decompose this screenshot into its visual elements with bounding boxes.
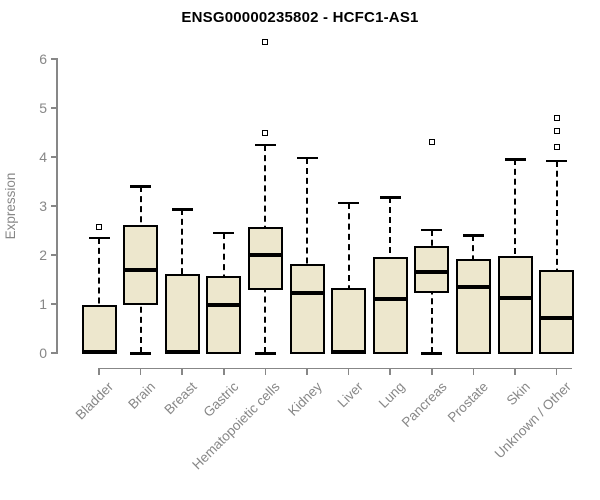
median-line [83,350,115,355]
box [331,288,367,354]
median-line [416,270,448,275]
outlier-point [262,38,269,45]
y-tick [51,254,57,256]
x-tick [555,369,558,375]
box [414,246,450,294]
x-category-label: Pancreas [398,379,450,430]
whisker-cap-high [130,185,152,188]
whisker-cap-high [88,236,110,240]
y-tick-label: 0 [39,345,47,361]
box [497,255,533,354]
x-axis-line [98,367,572,369]
median-line [208,302,240,307]
whisker-cap-high [254,143,276,147]
x-tick [223,369,225,375]
x-tick [264,369,267,375]
y-tick-label: 1 [39,296,47,312]
box [164,273,200,354]
x-tick [98,369,100,375]
whisker-cap-high [504,158,526,161]
x-category-label: Liver [334,379,367,411]
box [455,258,491,354]
y-tick [51,58,57,60]
whisker-cap-low [421,352,443,355]
box [372,256,408,354]
y-tick [51,107,57,109]
x-category-label: Unknown / Other [491,379,575,462]
x-category-label: Breast [161,379,200,418]
outlier-point [428,138,435,145]
whisker-cap-low [130,352,152,355]
box [81,305,117,354]
x-category-label: Kidney [284,379,325,419]
y-tick [51,156,57,158]
chart-title: ENSG00000235802 - HCFC1-AS1 [181,9,419,26]
whisker-cap-low [254,352,276,355]
y-tick-label: 5 [39,100,47,116]
box [206,276,242,354]
median-line [291,291,323,296]
whisker-cap-high [379,196,401,199]
whisker-cap-high [462,234,484,237]
median-line [457,284,489,289]
median-line [166,349,198,354]
median-line [249,253,281,257]
whisker-cap-high [171,208,193,211]
x-category-label: Brain [125,379,159,412]
x-category-label: Bladder [73,379,117,423]
y-axis-line [56,58,58,354]
x-tick [306,369,308,375]
x-category-label: Gastric [200,379,242,420]
median-line [374,297,406,302]
x-tick [347,369,350,375]
outlier-point [553,144,560,151]
x-tick [139,369,142,375]
y-tick-label: 2 [39,247,47,263]
whisker-line [306,157,308,353]
whisker-line [555,160,558,353]
x-tick [389,369,391,375]
x-category-label: Skin [503,379,533,409]
whisker-cap-high [296,156,318,160]
median-line [499,296,531,301]
x-tick [472,369,475,375]
y-tick-label: 6 [39,51,47,67]
whisker-line [347,202,350,353]
y-tick [51,352,57,354]
x-tick [514,369,516,375]
x-tick [431,369,433,375]
whisker-cap-high [421,228,443,232]
y-tick [51,303,57,305]
box [289,263,325,354]
x-category-label: Lung [375,379,408,411]
whisker-line [98,237,100,353]
median-line [333,349,365,354]
y-tick-label: 3 [39,198,47,214]
x-category-label: Prostate [444,379,492,426]
median-line [125,267,157,272]
y-tick-label: 4 [39,149,47,165]
whisker-cap-high [213,231,235,235]
outlier-point [553,128,560,135]
whisker-cap-high [546,159,568,163]
median-line [541,315,573,320]
outlier-point [553,114,560,121]
box [247,227,283,291]
box [539,270,575,354]
whisker-cap-high [338,201,360,205]
box [123,224,159,305]
outlier-point [262,129,269,136]
x-tick [181,369,183,375]
outlier-point [96,224,102,231]
y-tick [51,205,57,207]
